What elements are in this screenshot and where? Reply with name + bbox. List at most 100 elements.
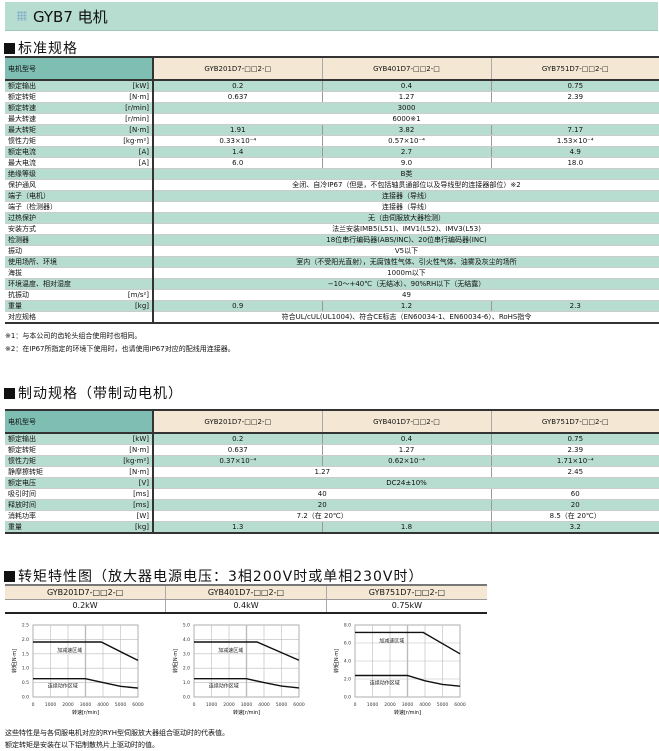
table-row: 惯性力矩 [kg·m²] 0.33×10⁻⁴ 0.57×10⁻⁴ 1.53×10⁻⁴ — [5, 135, 659, 147]
row-label-text: 端子（检测器） — [8, 203, 57, 211]
row-value: 2.7 — [321, 146, 491, 158]
row-value: 1.27 — [152, 466, 491, 478]
row-value: 6.0 — [152, 157, 322, 169]
row-unit: [N·m] — [129, 468, 149, 476]
row-unit: [m/s²] — [127, 291, 149, 299]
table-row: 海拔 1000m以下 — [5, 267, 659, 279]
table-row: 额定转矩 [N·m] 0.637 1.27 2.39 — [5, 91, 659, 103]
torque-power: 0.2kW — [5, 599, 166, 614]
row-label-text: 振动 — [8, 247, 22, 255]
page-header: GYB7 电机 — [5, 2, 658, 31]
y-tick-label: 1.0 — [183, 680, 190, 686]
row-value: 0.75 — [490, 80, 659, 92]
x-tick-label: 3000 — [80, 702, 92, 708]
table-header-row: 电机型号 GYB201D7-□□2-□ GYB401D7-□□2-□ GYB751D7… — [5, 56, 659, 81]
torque-chart: 0 1000 2000 3000 4000 5000 6000 0.0 1.0 2.0 3.0 4.0… — [172, 623, 305, 717]
torque-model-table: GYB201D7-□□2-□ GYB401D7-□□2-□ GYB751D7-□□2… — [5, 584, 487, 614]
row-unit: [N·m] — [129, 446, 149, 454]
row-label: 额定转矩 [N·m] — [5, 444, 154, 456]
row-label-text: 额定电压 — [8, 479, 36, 487]
row-label: 释放时间 [ms] — [5, 499, 154, 511]
row-label: 环境温度、相对湿度 — [5, 278, 154, 290]
x-tick-label: 0 — [193, 702, 196, 708]
x-tick-label: 0 — [32, 702, 35, 708]
row-value: 1.2 — [321, 300, 491, 312]
row-label-text: 检测器 — [8, 236, 29, 244]
row-label: 额定电流 [A] — [5, 146, 154, 158]
table-row: 额定转矩 [N·m] 0.637 1.27 2.39 — [5, 444, 659, 456]
x-tick-label: 5000 — [115, 702, 127, 708]
standard-spec-table: 电机型号 GYB201D7-□□2-□ GYB401D7-□□2-□ GYB751D7… — [5, 56, 659, 324]
model-header: GYB201D7-□□2-□ — [152, 56, 322, 81]
row-label: 消耗功率 [W] — [5, 510, 154, 522]
row-value: 2.39 — [490, 91, 659, 103]
row-label: 最大转速 [r/min] — [5, 113, 154, 125]
square-bullet-icon — [4, 570, 15, 582]
torque-model: GYB201D7-□□2-□ — [5, 584, 166, 600]
table-row: 吸引时间 [ms] 40 60 — [5, 488, 659, 500]
x-tick-label: 0 — [354, 702, 357, 708]
row-label-text: 消耗功率 — [8, 512, 36, 520]
table-row: 环境温度、相对湿度 −10～+40℃（无结冰）、90%RH以下（无结露） — [5, 278, 659, 290]
x-tick-label: 5000 — [276, 702, 288, 708]
row-label: 端子（检测器） — [5, 201, 154, 213]
table-row: 最大转速 [r/min] 6000※1 — [5, 113, 659, 125]
row-label-text: 额定输出 — [8, 82, 36, 90]
torque-chart: 0 1000 2000 3000 4000 5000 6000 0.0 2.0 4.0 6.0 8.0… — [333, 623, 466, 717]
row-label-text: 额定转速 — [8, 104, 36, 112]
x-tick-label: 5000 — [437, 702, 449, 708]
row-value: 1.4 — [152, 146, 322, 158]
series-line — [355, 674, 461, 687]
row-value: 0.33×10⁻⁴ — [152, 135, 322, 147]
x-tick-label: 1000 — [206, 702, 218, 708]
x-tick-label: 2000 — [62, 702, 74, 708]
model-label: 电机型号 — [8, 417, 36, 426]
row-label: 对应规格 — [5, 311, 154, 324]
x-tick-label: 1000 — [45, 702, 57, 708]
row-label-text: 惯性力矩 — [8, 137, 36, 145]
row-value: 0.637 — [152, 91, 322, 103]
row-unit: [kg·m²] — [123, 457, 149, 465]
row-value: 0.37×10⁻⁴ — [152, 455, 322, 467]
row-label: 海拔 — [5, 267, 154, 279]
row-value: 9.0 — [321, 157, 491, 169]
row-label-text: 静摩擦转矩 — [8, 468, 43, 476]
x-tick-label: 6000 — [293, 702, 305, 708]
row-value: 2.3 — [490, 300, 659, 312]
y-tick-label: 6.0 — [344, 641, 351, 647]
series-label: 加减速区域 — [218, 647, 243, 654]
x-axis-label: 转速[r/min] — [72, 709, 99, 716]
y-tick-label: 5.0 — [183, 623, 190, 629]
row-value: 连接器（导线） — [152, 190, 659, 202]
row-label: 额定电压 [V] — [5, 477, 154, 489]
y-tick-label: 3.0 — [183, 651, 190, 657]
row-label: 额定输出 [kW] — [5, 433, 154, 445]
row-value: 4.9 — [490, 146, 659, 158]
row-value: 法兰安装IMB5(L51)、IMV1(L52)、IMV3(L53) — [152, 223, 659, 235]
row-value: 0.4 — [321, 433, 491, 445]
row-value: 40 — [152, 488, 491, 500]
row-label-text: 重量 — [8, 302, 22, 310]
table-row: 端子（检测器） 连接器（导线） — [5, 201, 659, 213]
row-label-text: 最大电流 — [8, 159, 36, 167]
torque-power: 0.4kW — [165, 599, 327, 614]
table-header-row: 电机型号 GYB201D7-□□2-□ GYB401D7-□□2-□ GYB751D7… — [5, 409, 659, 434]
table-row: 静摩擦转矩 [N·m] 1.27 2.45 — [5, 466, 659, 478]
series-line — [33, 641, 139, 662]
dots-icon — [17, 11, 27, 21]
row-label-text: 释放时间 — [8, 501, 36, 509]
row-value: 符合UL/cUL(UL1004)、符合CE标志（EN60034-1、EN6003… — [152, 311, 659, 324]
row-value: 8.5（在 20℃） — [490, 510, 659, 522]
section-standard-title: 标准规格 — [4, 38, 78, 58]
row-value: 0.62×10⁻⁴ — [321, 455, 491, 467]
row-value: 0.2 — [152, 433, 322, 445]
y-tick-label: 4.0 — [183, 637, 190, 643]
row-label-text: 最大转矩 — [8, 126, 36, 134]
row-label: 吸引时间 [ms] — [5, 488, 154, 500]
x-tick-label: 2000 — [384, 702, 396, 708]
row-unit: [N·m] — [129, 93, 149, 101]
row-value: 20 — [152, 499, 491, 511]
row-value: 3.82 — [321, 124, 491, 136]
model-header: GYB751D7-□□2-□ — [490, 56, 659, 81]
row-value: 室内（不受阳光直射），无腐蚀性气体、引火性气体、油雾及灰尘的场所 — [152, 256, 659, 268]
